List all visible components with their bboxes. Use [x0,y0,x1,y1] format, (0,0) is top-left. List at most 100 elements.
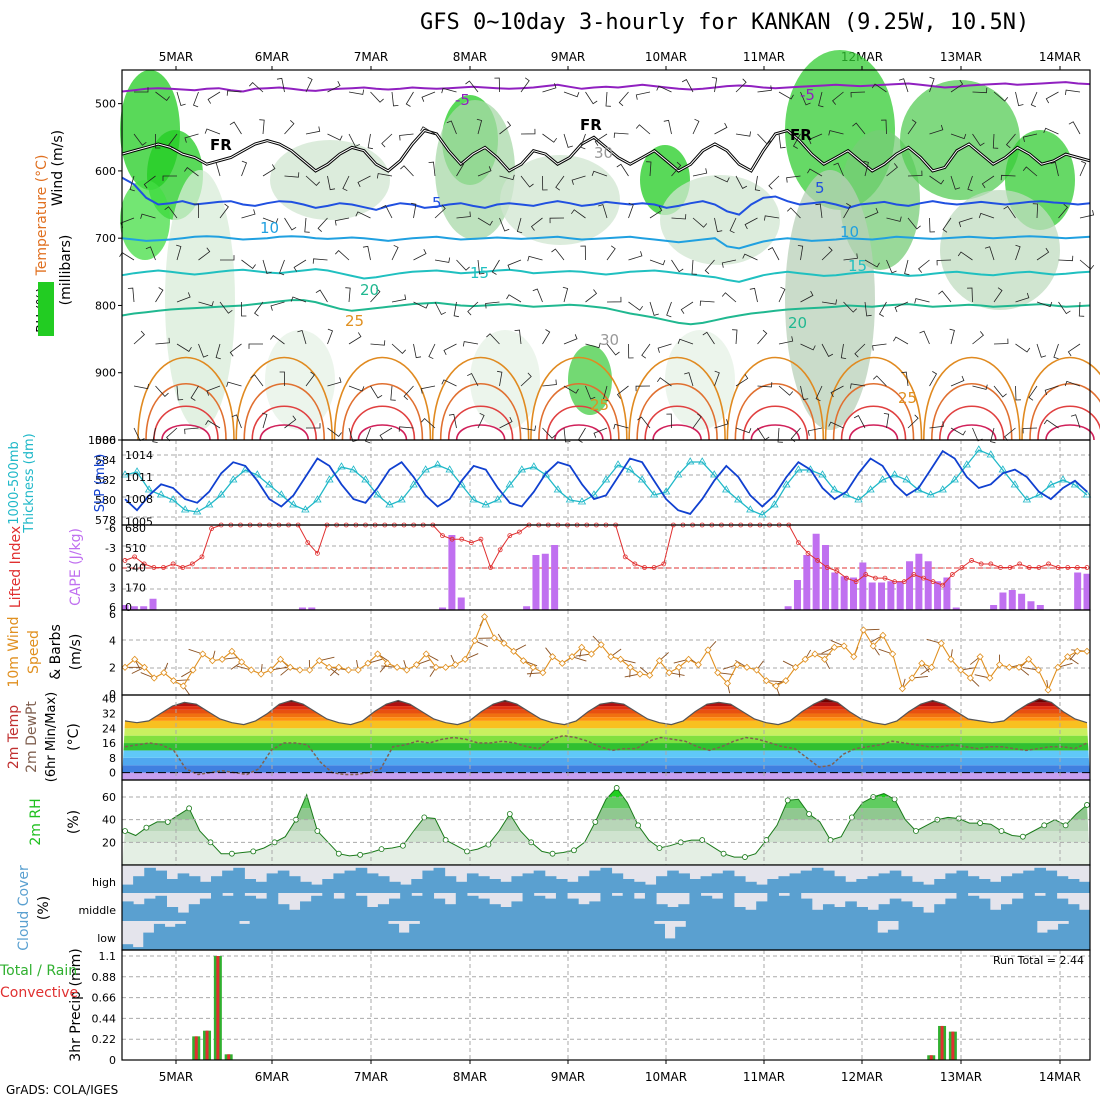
cloud-bar-low [185,921,197,950]
date-label-top: 13MAR [940,50,982,64]
wind-barb [787,207,801,219]
cape-bar [924,561,932,610]
wind-barb [840,343,847,359]
wind10-marker [879,631,887,639]
temp2m-tick-label: 40 [102,693,116,706]
thickness-marker [217,490,226,498]
rh2m-marker [613,785,620,791]
wind10-marker [762,677,770,685]
cloud-bar-middle [945,898,957,921]
cloud-bar-middle [578,904,590,921]
lifted-index-marker [517,529,522,535]
temperature-contour-warm [455,424,506,441]
thickness-marker [938,485,947,493]
wind-barb [764,215,780,221]
contour-label: 25 [590,396,609,414]
wind-barb [506,294,522,303]
lifted-index-marker [151,565,157,570]
rh2m-marker [977,820,984,826]
wind-barb [570,209,586,219]
date-label-bottom: 6MAR [255,1070,290,1084]
wind-barb [821,299,837,305]
cloud-bar-high [700,876,713,893]
wind10-axis-label-1: 10m Wind [6,616,22,687]
wind-barb [967,287,973,303]
temp-band-hot [122,713,1090,718]
wind-barb [704,259,715,275]
wind-barb [1015,91,1024,107]
cloud-bar-middle [489,904,501,921]
date-label-top: 5MAR [159,50,194,64]
isotherm-10 [121,235,1091,250]
lifted-index-marker [930,579,936,585]
cloud-bar-low [441,921,453,950]
wind-barb [972,384,988,390]
wind-barb [477,412,485,429]
slp-tick-label: 1014 [125,449,153,462]
wind-barb [520,77,530,93]
thickness-marker [1046,480,1056,488]
wind-barb [918,259,930,273]
cloud-bar-low [685,921,697,950]
temperature-contour-warm [1037,405,1100,441]
lifted-index-marker [1074,565,1080,570]
wind-barb [1058,255,1074,262]
thickness-marker [421,465,430,473]
temp-band [122,765,1090,773]
wind10-marker [247,666,255,674]
temperature-contour-warm [652,424,702,441]
wind-barb [873,375,887,387]
cloud-bar-middle [878,904,891,921]
temp-band-hot [122,717,1090,721]
cloud-bar-high [489,879,501,893]
cloud-bar-middle [355,895,368,921]
cloud-bar-high [511,876,524,893]
wind-barb [821,246,833,261]
wind10-marker [995,661,1004,669]
wind-barb [628,251,643,261]
wind-barb [1022,166,1038,177]
thickness-marker [685,457,695,465]
thickness-marker [962,460,971,468]
cloud-bar-middle [188,904,201,921]
precip-tick-label: 0 [109,1054,116,1067]
wind-barb [656,377,672,387]
cape-bar [878,582,886,610]
lifted-index-marker [189,561,195,567]
cloud-bar-middle [1012,898,1024,921]
cloud-bar-middle [689,893,702,921]
lifted-index-marker [488,565,493,570]
wind-barb [585,342,601,349]
wind-barb [317,217,328,232]
wind10-marker [218,655,226,663]
cloud-bar-middle [756,901,768,921]
thickness-marker [998,465,1008,473]
wind10-marker [617,655,625,663]
wind-barb [821,343,834,357]
wind-barb [403,385,414,400]
wind-barb [476,118,483,135]
slp-line [124,449,1088,515]
wind10-marker [772,682,780,690]
wind-barb [176,292,191,303]
thickness-marker [625,465,635,473]
cloud-bar-middle [611,895,624,921]
wind-barb [907,119,917,135]
lifted-index-marker [892,579,897,585]
thickness-marker [950,475,959,483]
wind-barb [542,133,558,143]
cape-bar [868,582,876,610]
wind-barb [967,175,973,192]
cloud-bar-middle [834,907,846,921]
cloud-bar-middle [1067,904,1080,921]
wind-barb [362,245,371,261]
cloud-bar-low [579,921,591,950]
cape-bar [551,545,559,610]
wind-barb [721,292,737,303]
wind-barb [735,131,751,137]
cloud-bar-high [756,884,768,893]
thickness-marker [325,475,334,483]
cloud-bar-high [211,876,223,893]
wind-barb [207,91,221,104]
rh2m-marker [763,837,770,843]
